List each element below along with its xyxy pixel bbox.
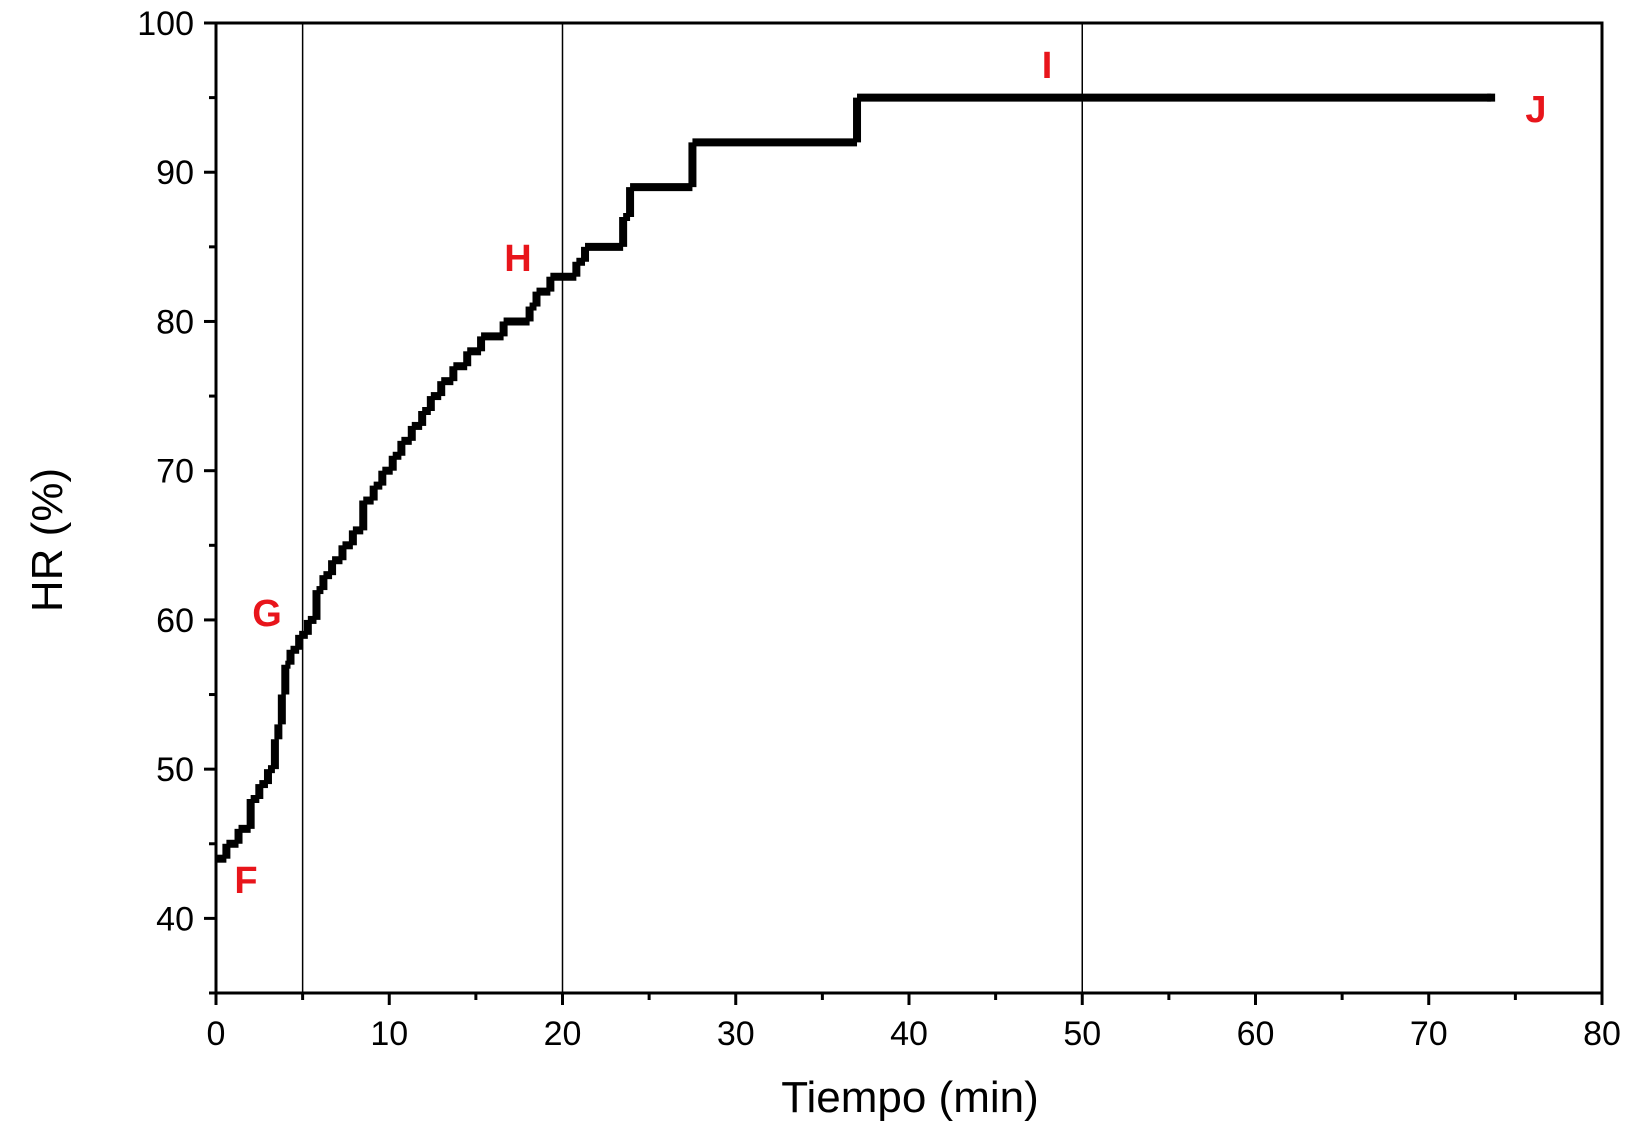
x-tick-label: 10 [370,1015,408,1053]
x-tick-label: 30 [717,1015,755,1053]
x-tick-label: 60 [1237,1015,1275,1053]
y-tick-label: 40 [156,900,194,938]
x-tick-label: 40 [890,1015,928,1053]
x-tick-label: 80 [1583,1015,1621,1053]
x-axis-label: Tiempo (min) [781,1073,1039,1122]
x-tick-label: 0 [207,1015,226,1053]
annotation: H [504,238,531,280]
x-tick-label: 50 [1063,1015,1101,1053]
y-tick-label: 100 [137,5,194,43]
annotation: I [1042,45,1053,87]
annotation: G [252,593,282,635]
y-tick-label: 90 [156,154,194,192]
x-tick-label: 70 [1410,1015,1448,1053]
y-tick-label: 60 [156,602,194,640]
plot-frame [214,21,1604,995]
y-axis-label: HR (%) [23,468,72,612]
x-tick-label: 20 [544,1015,582,1053]
annotation: J [1525,89,1546,131]
y-tick-label: 70 [156,453,194,491]
y-tick-label: 80 [156,303,194,341]
annotation: F [234,860,257,902]
y-tick-label: 50 [156,751,194,789]
